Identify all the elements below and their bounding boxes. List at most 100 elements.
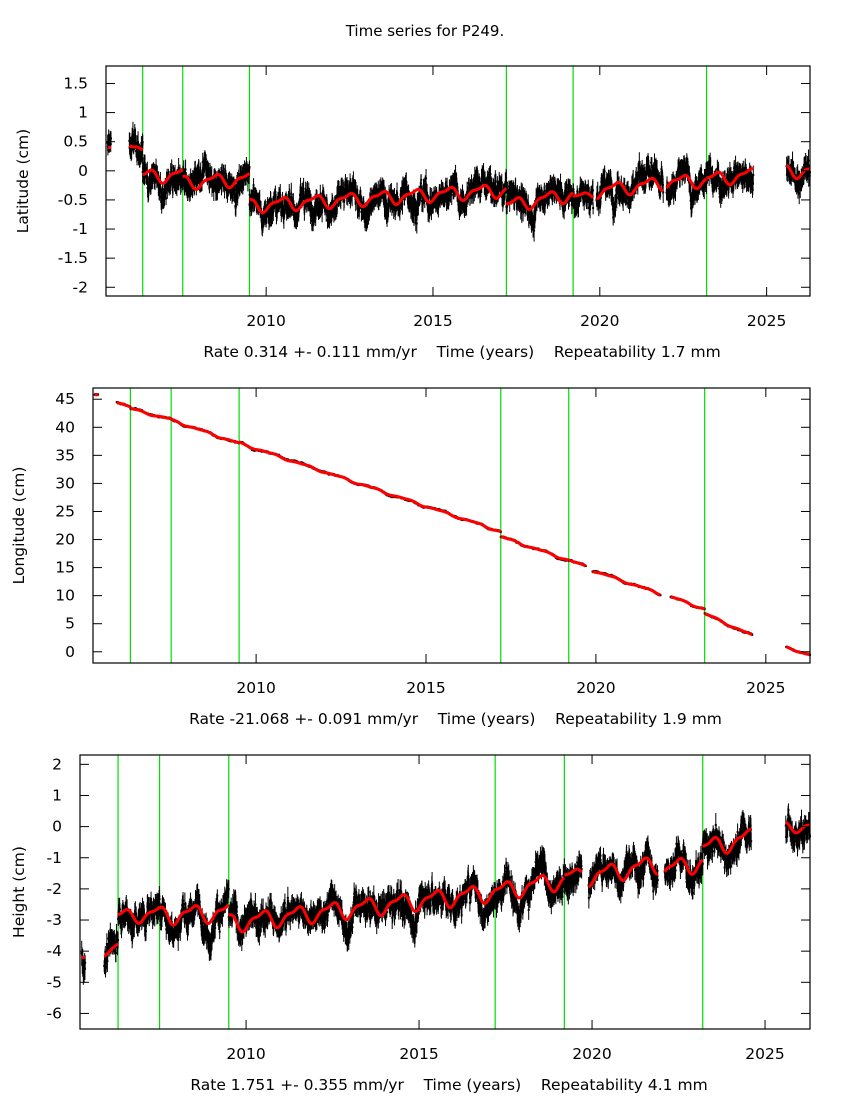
data-point bbox=[752, 174, 755, 177]
data-point bbox=[680, 169, 683, 172]
data-point bbox=[440, 189, 443, 192]
data-point bbox=[374, 191, 377, 194]
data-point bbox=[734, 165, 737, 168]
data-point bbox=[237, 187, 240, 190]
data-point bbox=[266, 210, 269, 213]
data-point bbox=[728, 168, 731, 171]
data-point bbox=[477, 185, 480, 188]
data-point bbox=[223, 186, 226, 189]
data-point bbox=[507, 199, 510, 202]
data-point bbox=[667, 188, 670, 191]
data-point bbox=[670, 192, 673, 195]
data-point bbox=[292, 202, 295, 205]
data-point bbox=[490, 182, 493, 185]
data-point bbox=[488, 180, 491, 183]
data-point bbox=[182, 168, 185, 171]
data-point bbox=[630, 197, 633, 200]
data-point bbox=[234, 188, 237, 191]
data-point bbox=[141, 141, 144, 144]
data-point bbox=[157, 184, 160, 187]
data-point bbox=[383, 209, 386, 212]
data-point bbox=[459, 195, 462, 198]
data-point bbox=[557, 186, 560, 189]
data-point bbox=[258, 200, 261, 203]
data-point bbox=[424, 191, 427, 194]
data-point bbox=[274, 191, 277, 194]
data-point bbox=[660, 168, 663, 171]
data-point bbox=[489, 173, 492, 176]
data-point bbox=[518, 190, 521, 193]
data-point bbox=[412, 207, 415, 210]
data-point bbox=[592, 207, 595, 210]
data-point bbox=[551, 186, 554, 189]
data-point bbox=[356, 193, 359, 196]
data-point bbox=[267, 219, 270, 222]
data-point bbox=[248, 166, 251, 169]
data-point bbox=[609, 178, 612, 181]
data-point bbox=[645, 171, 648, 174]
data-point bbox=[489, 195, 492, 198]
data-point bbox=[695, 185, 698, 188]
data-point bbox=[520, 191, 523, 194]
data-point bbox=[197, 170, 200, 173]
data-point bbox=[790, 165, 793, 168]
data-point bbox=[359, 195, 362, 198]
data-point bbox=[572, 199, 575, 202]
data-point bbox=[801, 174, 804, 177]
data-point bbox=[216, 190, 219, 193]
data-point bbox=[305, 190, 308, 193]
data-point bbox=[638, 160, 641, 163]
data-point bbox=[215, 180, 218, 183]
data-point bbox=[239, 184, 242, 187]
data-point bbox=[160, 204, 163, 207]
data-point bbox=[416, 209, 419, 212]
data-point bbox=[194, 167, 197, 170]
data-point bbox=[733, 166, 736, 169]
data-point bbox=[396, 191, 399, 194]
data-point bbox=[634, 184, 637, 187]
data-point bbox=[333, 211, 336, 214]
data-point bbox=[543, 206, 546, 209]
data-point bbox=[683, 164, 686, 167]
data-point bbox=[650, 161, 653, 164]
data-point bbox=[201, 160, 204, 163]
data-point bbox=[427, 206, 430, 209]
data-point bbox=[287, 210, 290, 213]
data-point bbox=[611, 198, 614, 201]
data-point bbox=[461, 207, 464, 210]
data-point bbox=[241, 179, 244, 182]
data-point bbox=[368, 211, 371, 214]
data-point bbox=[409, 207, 412, 210]
data-point bbox=[672, 192, 675, 195]
data-point bbox=[526, 213, 529, 216]
data-point bbox=[697, 176, 700, 179]
page-title: Time series for P249. bbox=[0, 22, 850, 40]
data-point bbox=[723, 185, 726, 188]
data-point bbox=[272, 195, 275, 198]
data-point bbox=[562, 198, 565, 201]
data-point bbox=[142, 165, 145, 168]
data-point bbox=[313, 211, 316, 214]
data-point bbox=[543, 189, 546, 192]
data-point bbox=[347, 195, 350, 198]
data-point bbox=[193, 182, 196, 185]
data-point bbox=[415, 211, 418, 214]
data-point bbox=[159, 191, 162, 194]
data-point bbox=[234, 205, 237, 208]
data-point bbox=[533, 219, 536, 222]
data-point bbox=[327, 221, 330, 224]
data-point bbox=[653, 162, 656, 165]
data-point bbox=[450, 193, 453, 196]
data-point bbox=[530, 222, 533, 225]
data-point bbox=[282, 204, 285, 207]
data-point bbox=[423, 183, 426, 186]
data-point bbox=[252, 184, 255, 187]
data-point bbox=[390, 206, 393, 209]
data-point bbox=[462, 206, 465, 209]
data-point bbox=[247, 175, 250, 178]
data-point bbox=[453, 178, 456, 181]
data-point bbox=[205, 158, 208, 161]
data-point bbox=[474, 183, 477, 186]
data-point bbox=[293, 215, 296, 218]
data-point bbox=[302, 187, 305, 190]
